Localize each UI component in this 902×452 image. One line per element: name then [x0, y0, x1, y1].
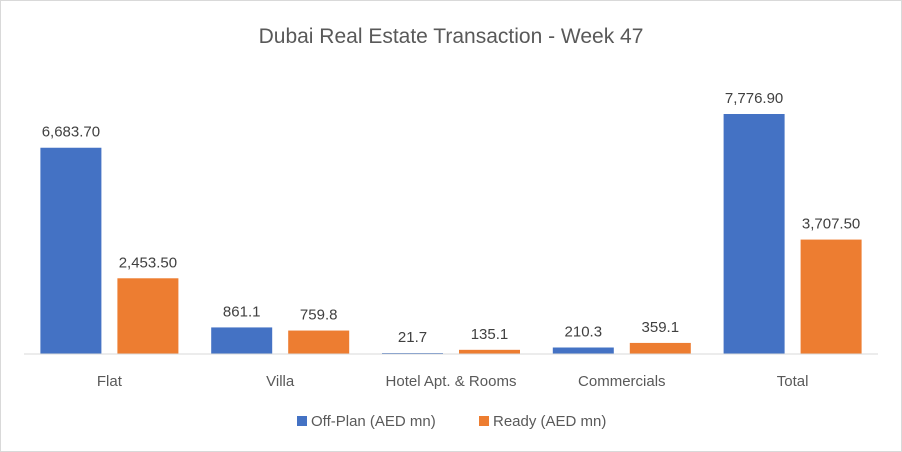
data-labels-layer: 6,683.70 2,453.50 861.1 759.8 21.7 135.1 210.3…: [42, 90, 861, 346]
legend-swatch-ready: [479, 416, 489, 426]
data-label-ready-2: 135.1: [471, 326, 509, 343]
bar-ready-0: [117, 278, 179, 354]
bars-layer: [40, 114, 862, 354]
data-label-ready-3: 359.1: [642, 319, 680, 336]
legend-swatch-off-plan: [297, 416, 307, 426]
x-tick-label-3: Commercials: [578, 373, 666, 390]
legend: Off-Plan (AED mn) Ready (AED mn): [297, 413, 606, 430]
x-tick-label-0: Flat: [97, 373, 123, 390]
legend-label-off-plan: Off-Plan (AED mn): [311, 413, 436, 430]
x-axis-ticks: Flat Villa Hotel Apt. & Rooms Commercials To…: [97, 373, 809, 390]
data-label-off-plan-0: 6,683.70: [42, 124, 100, 141]
bar-ready-4: [800, 239, 862, 354]
data-label-off-plan-4: 7,776.90: [725, 90, 783, 107]
x-tick-label-1: Villa: [266, 373, 295, 390]
x-tick-label-4: Total: [777, 373, 809, 390]
chart-title: Dubai Real Estate Transaction - Week 47: [259, 25, 644, 48]
data-label-off-plan-3: 210.3: [565, 324, 603, 341]
bar-off-plan-0: [40, 147, 102, 354]
bar-ready-2: [459, 349, 520, 354]
data-label-ready-0: 2,453.50: [119, 254, 177, 271]
bar-off-plan-3: [552, 347, 614, 354]
bar-off-plan-1: [211, 327, 273, 354]
legend-label-ready: Ready (AED mn): [493, 413, 606, 430]
data-label-ready-4: 3,707.50: [802, 216, 860, 233]
bar-ready-3: [629, 342, 691, 354]
bar-ready-1: [288, 330, 350, 354]
data-label-ready-1: 759.8: [300, 307, 338, 324]
x-tick-label-2: Hotel Apt. & Rooms: [386, 373, 517, 390]
data-label-off-plan-2: 21.7: [398, 329, 427, 346]
data-label-off-plan-1: 861.1: [223, 303, 261, 320]
bar-off-plan-4: [723, 114, 785, 354]
